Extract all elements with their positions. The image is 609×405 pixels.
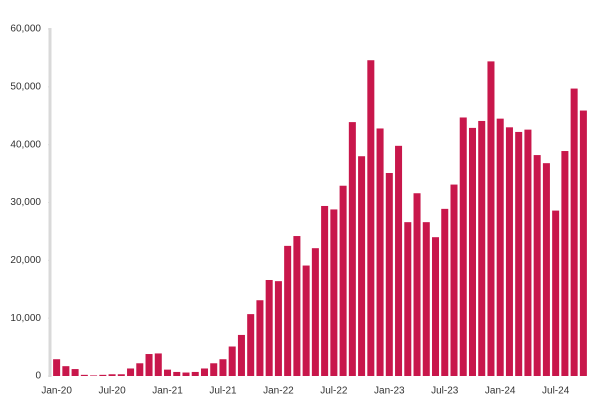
bar xyxy=(99,374,107,376)
bar xyxy=(274,281,282,376)
x-tick-label: Jan-24 xyxy=(485,386,516,397)
bar xyxy=(80,374,88,376)
bar xyxy=(404,222,412,376)
bar xyxy=(450,184,458,376)
bar xyxy=(256,300,264,376)
bar xyxy=(422,222,430,376)
bar xyxy=(173,371,181,376)
bar xyxy=(533,155,541,376)
bar xyxy=(395,145,403,376)
bar xyxy=(164,369,172,376)
bar xyxy=(237,334,245,376)
bar xyxy=(496,118,504,377)
x-tick-label: Jul-24 xyxy=(542,386,570,397)
bar xyxy=(542,163,550,376)
bar xyxy=(219,359,227,376)
bar xyxy=(154,353,162,376)
bar xyxy=(182,372,190,376)
bar xyxy=(200,368,208,376)
x-tick-label: Jul-21 xyxy=(209,386,237,397)
bar xyxy=(385,173,393,376)
x-tick-label: Jul-23 xyxy=(431,386,459,397)
bar xyxy=(191,371,199,376)
bar xyxy=(145,354,153,376)
x-tick-label: Jul-22 xyxy=(320,386,348,397)
bar xyxy=(348,122,356,376)
x-tick-label: Jan-20 xyxy=(41,386,72,397)
x-tick-label: Jul-20 xyxy=(98,386,126,397)
bar xyxy=(570,88,578,377)
bar xyxy=(432,237,440,376)
bar xyxy=(71,369,79,376)
bar xyxy=(487,61,495,377)
y-tick-label: 10,000 xyxy=(10,313,41,324)
y-tick-label: 40,000 xyxy=(10,139,41,150)
y-tick-label: 20,000 xyxy=(10,255,41,266)
bar xyxy=(330,209,338,376)
bar xyxy=(515,131,523,376)
bar xyxy=(367,60,375,376)
bar xyxy=(136,363,144,376)
bar xyxy=(552,210,560,376)
bar xyxy=(339,185,347,376)
bar xyxy=(311,248,319,376)
bar xyxy=(127,368,135,376)
y-tick-label: 50,000 xyxy=(10,81,41,92)
bar xyxy=(579,110,587,377)
bar xyxy=(90,375,98,376)
bar xyxy=(210,363,218,376)
bar xyxy=(117,374,125,376)
bar xyxy=(441,208,449,376)
y-tick-label: 60,000 xyxy=(10,24,41,35)
bar xyxy=(228,346,236,376)
bar xyxy=(561,151,569,376)
bar xyxy=(265,279,273,376)
bar xyxy=(53,359,61,376)
x-tick-label: Jan-23 xyxy=(374,386,405,397)
x-tick-label: Jan-22 xyxy=(263,386,294,397)
x-tick-label: Jan-21 xyxy=(152,386,183,397)
bar xyxy=(468,127,476,377)
y-tick-label: 0 xyxy=(35,371,41,382)
bar xyxy=(62,366,70,376)
bar xyxy=(247,314,255,376)
bar xyxy=(358,156,366,376)
bar xyxy=(478,120,486,376)
bar xyxy=(413,193,421,376)
bar xyxy=(108,374,116,376)
bar xyxy=(505,127,513,376)
bar xyxy=(459,117,467,377)
bar xyxy=(302,265,310,376)
bar xyxy=(321,205,329,376)
y-tick-label: 30,000 xyxy=(10,197,41,208)
bar xyxy=(524,129,532,376)
bar xyxy=(284,245,292,376)
bar xyxy=(376,128,384,376)
bar xyxy=(293,236,301,376)
